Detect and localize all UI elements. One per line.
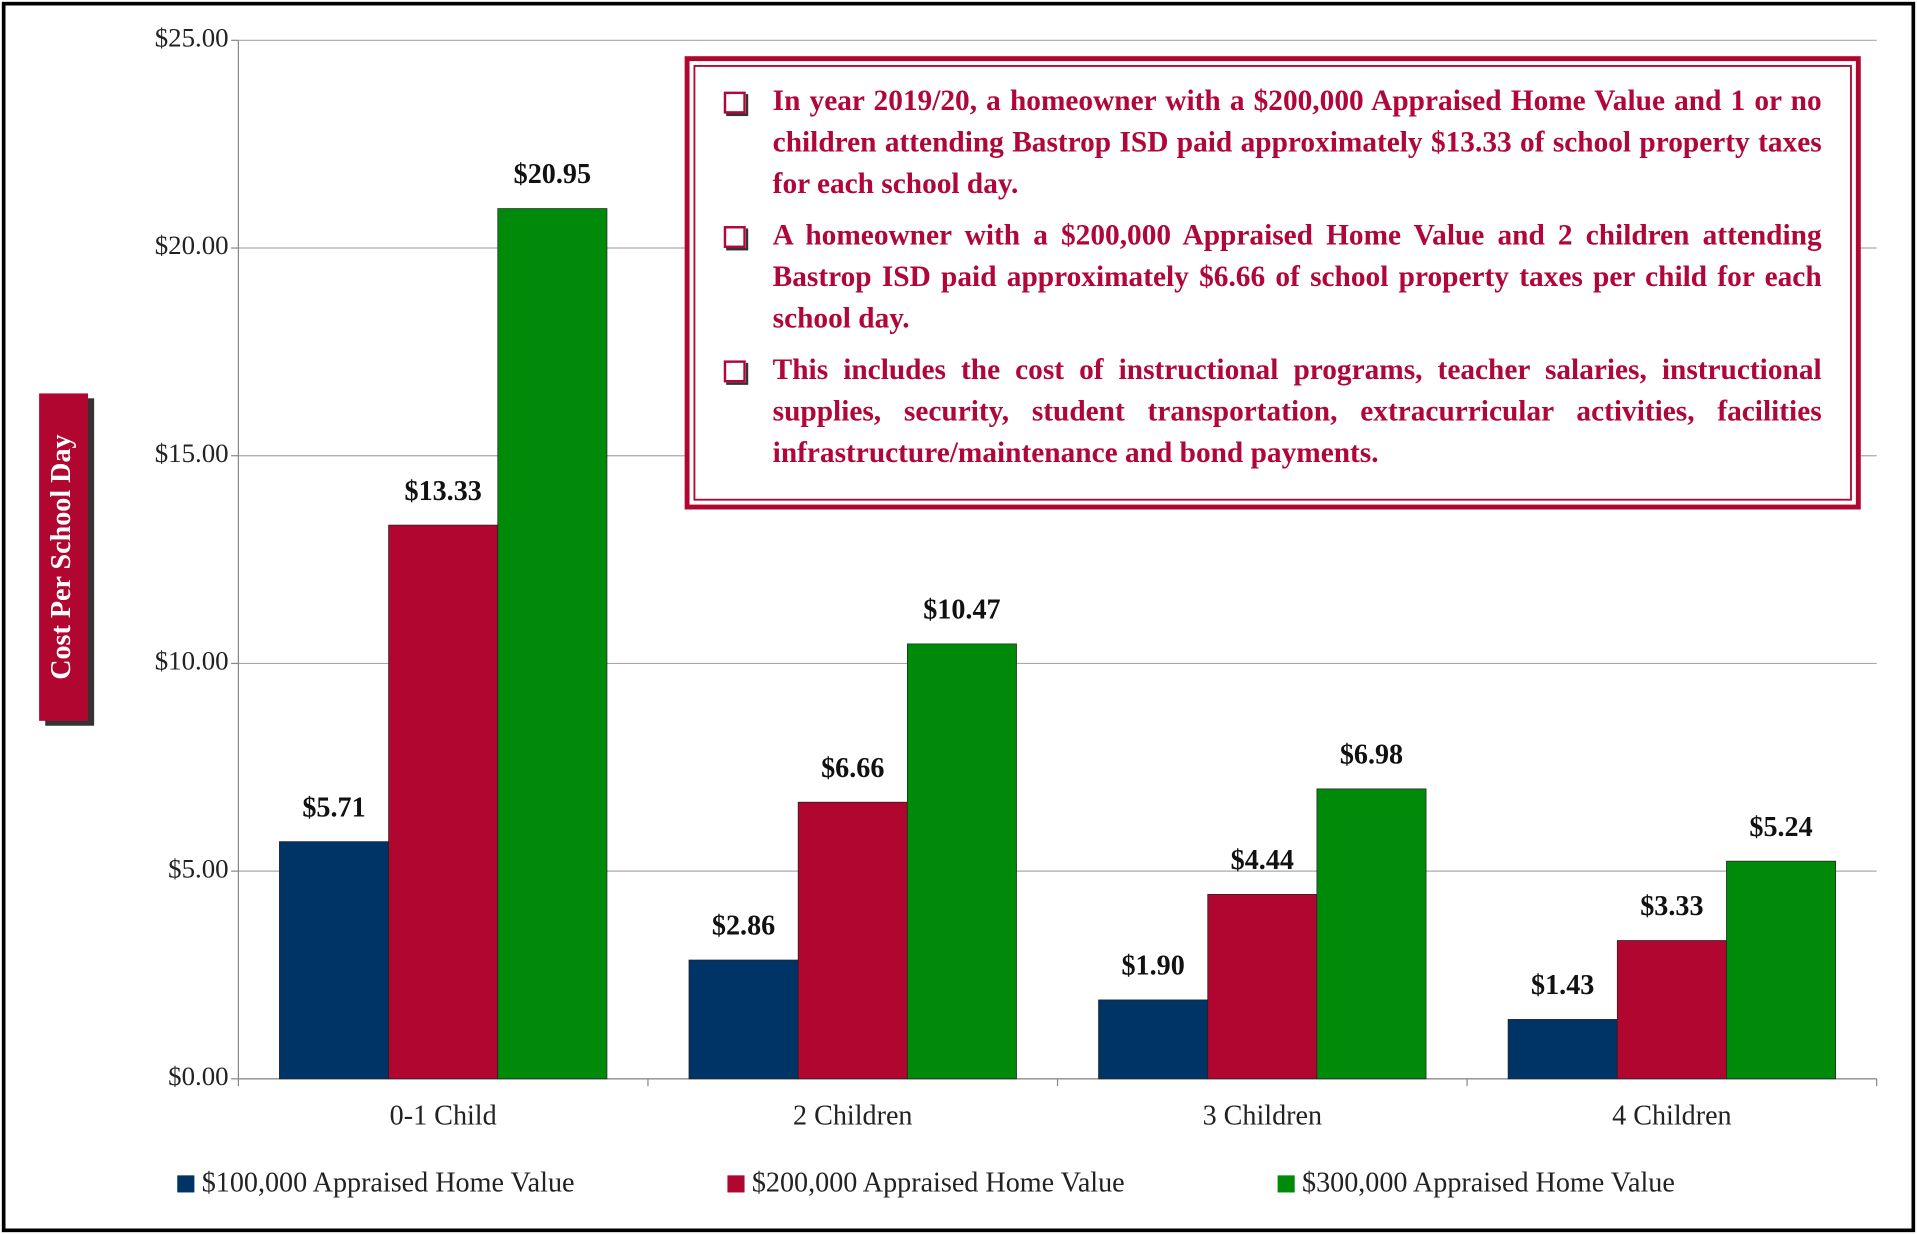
- legend-label: $300,000 Appraised Home Value: [1302, 1168, 1675, 1199]
- bar: [279, 841, 389, 1080]
- note-list: In year 2019/20, a homeowner with a $200…: [721, 81, 1822, 474]
- value-label: $2.86: [712, 911, 775, 942]
- legend-label: $200,000 Appraised Home Value: [752, 1168, 1125, 1199]
- y-tick-label: $5.00: [168, 853, 228, 883]
- bar: [497, 208, 608, 1080]
- value-label: $1.90: [1121, 951, 1184, 982]
- x-tick-label: 4 Children: [1612, 1100, 1731, 1131]
- note-box: [684, 56, 1861, 510]
- value-label: $10.47: [923, 595, 1000, 626]
- value-label: $4.44: [1231, 845, 1294, 876]
- note-box-inner: [693, 65, 1852, 501]
- note-item: A homeowner with a $200,000 Appraised Ho…: [721, 215, 1822, 340]
- y-axis-label: Cost Per School Day: [46, 434, 77, 679]
- value-label: $6.66: [821, 753, 884, 784]
- value-label: $3.33: [1640, 891, 1703, 922]
- y-tick-label: $20.00: [155, 230, 229, 260]
- bar: [797, 801, 908, 1080]
- value-label: $6.98: [1340, 740, 1403, 771]
- y-tick-label: $10.00: [155, 646, 229, 676]
- legend-label: $100,000 Appraised Home Value: [202, 1168, 575, 1199]
- bar: [906, 643, 1017, 1080]
- x-tick-label: 3 Children: [1203, 1100, 1322, 1131]
- legend-swatch: [177, 1175, 195, 1193]
- legend-swatch: [1277, 1175, 1295, 1193]
- y-tick-label: $25.00: [155, 22, 229, 52]
- bar: [1098, 999, 1209, 1080]
- value-label: $1.43: [1531, 970, 1594, 1001]
- bar: [1726, 860, 1837, 1080]
- x-tick-label: 0-1 Child: [390, 1100, 497, 1131]
- y-tick-label: $15.00: [155, 438, 229, 468]
- bar: [1207, 894, 1318, 1080]
- bar: [388, 524, 499, 1080]
- bar: [1616, 940, 1727, 1080]
- bar: [1507, 1019, 1618, 1080]
- bar: [1316, 788, 1427, 1080]
- value-label: $5.24: [1749, 812, 1812, 843]
- bar: [688, 959, 799, 1080]
- y-label-box: [39, 393, 89, 721]
- value-label: $5.71: [302, 792, 365, 823]
- value-label: $13.33: [405, 476, 482, 507]
- note-item: In year 2019/20, a homeowner with a $200…: [721, 81, 1822, 206]
- note: In year 2019/20, a homeowner with a $200…: [721, 81, 1822, 474]
- y-tick-label: $0.00: [168, 1061, 228, 1091]
- x-tick-label: 2 Children: [793, 1100, 912, 1131]
- note-item: This includes the cost of instructional …: [721, 349, 1822, 474]
- legend-swatch: [727, 1175, 745, 1193]
- value-label: $20.95: [514, 159, 591, 190]
